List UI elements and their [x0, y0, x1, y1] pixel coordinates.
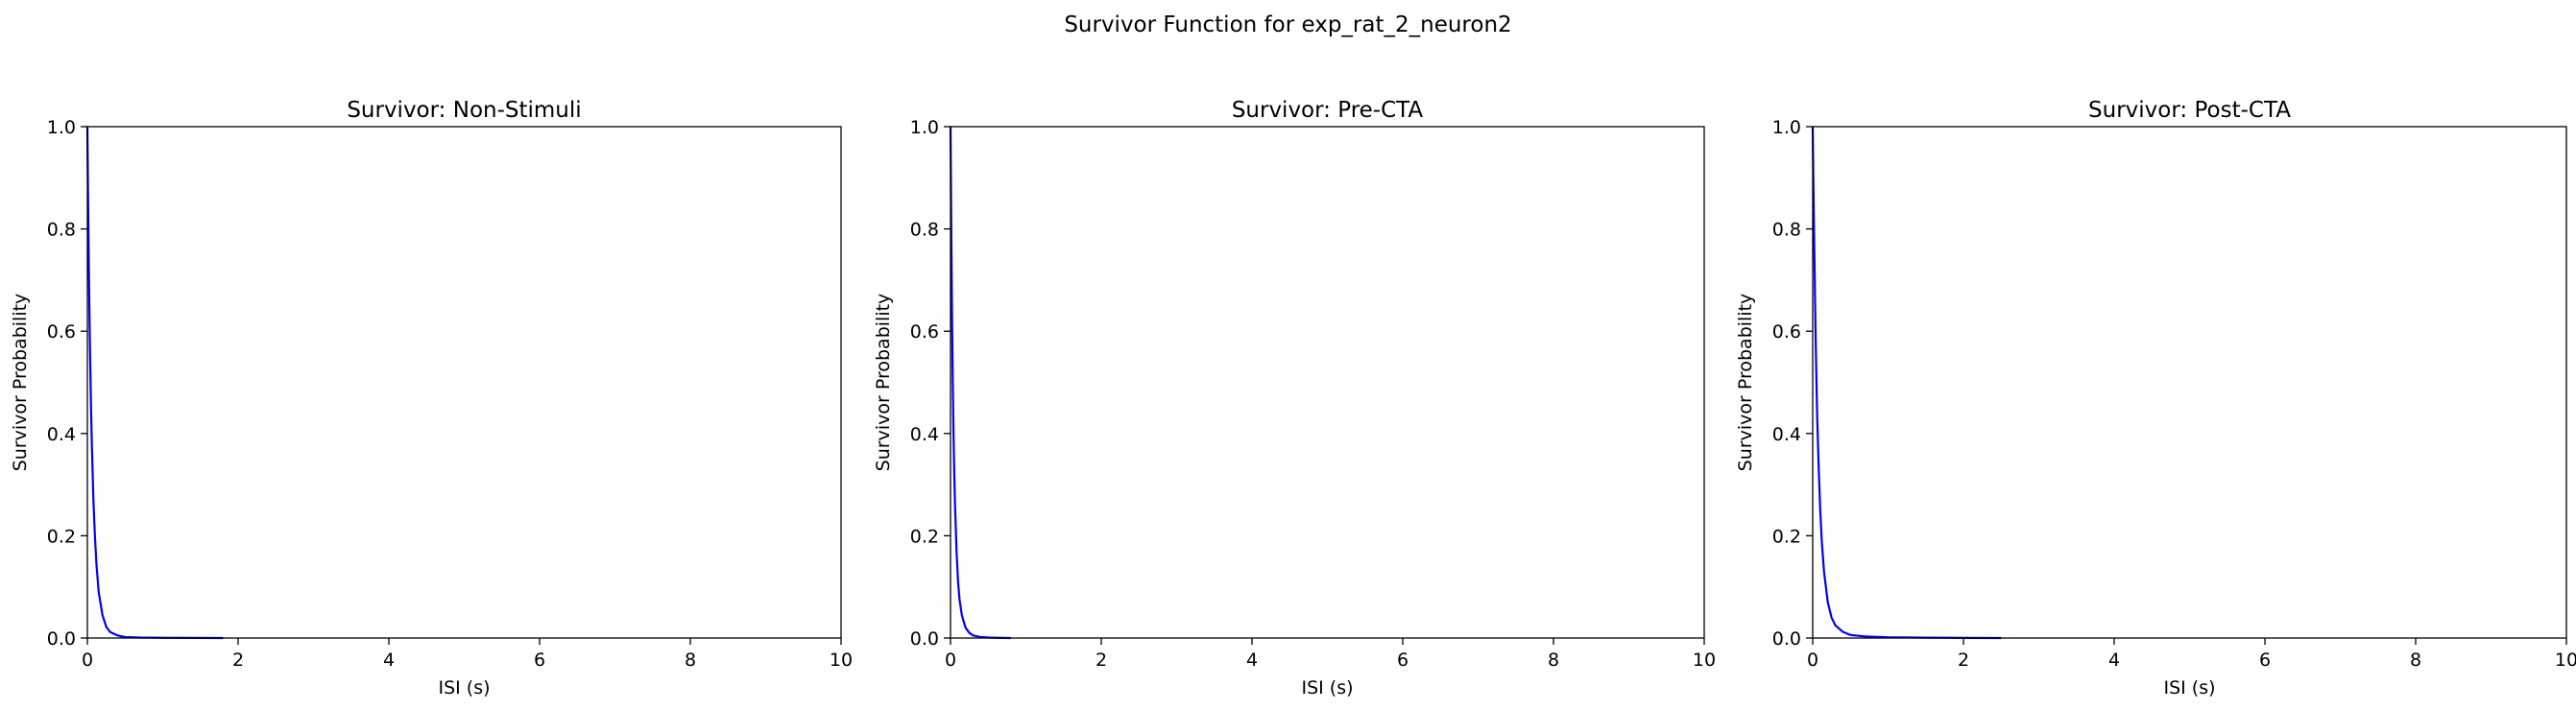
x-tick-label: 10 — [2555, 650, 2576, 671]
survivor-panel-3: 0 2 4 6 8 10 0.0 0.2 0.4 0.6 0.8 1.0 Survivor: Post-… — [1735, 98, 2576, 698]
axes-frame — [86, 126, 842, 639]
y-tick-label: 1.0 — [910, 117, 939, 138]
y-tick-label: 0.6 — [47, 321, 76, 343]
y-tick-label: 0.4 — [47, 424, 76, 445]
x-tick-label: 8 — [685, 650, 696, 671]
y-tick-label: 1.0 — [1772, 117, 1801, 138]
y-tick-label: 0.4 — [910, 424, 939, 445]
panel-title: Survivor: Non-Stimuli — [347, 98, 581, 123]
survivor-curve-line — [1811, 126, 2002, 640]
y-tick-label: 0.8 — [910, 220, 939, 241]
y-tick-label: 0.0 — [47, 628, 76, 650]
axes-frame — [1812, 126, 2567, 639]
x-axis-label: ISI (s) — [438, 677, 490, 698]
x-tick-label: 10 — [1693, 650, 1716, 671]
survivor-panel-2: 0 2 4 6 8 10 0.0 0.2 0.4 0.6 0.8 1.0 Survivor: Pre-C… — [873, 98, 1716, 698]
x-tick-label: 10 — [830, 650, 853, 671]
x-tick-label: 6 — [1397, 650, 1408, 671]
panel-title: Survivor: Post-CTA — [2088, 98, 2291, 123]
y-axis-label: Survivor Probability — [10, 294, 31, 472]
x-tick-label: 4 — [1246, 650, 1258, 671]
x-tick-label: 6 — [2259, 650, 2271, 671]
y-axis-label: Survivor Probability — [1735, 294, 1756, 472]
x-tick-label: 2 — [1958, 650, 1969, 671]
x-tick-label: 2 — [1095, 650, 1107, 671]
x-tick-label: 2 — [232, 650, 244, 671]
y-tick-label: 0.6 — [1772, 321, 1801, 343]
x-tick-label: 8 — [2410, 650, 2421, 671]
x-tick-label: 6 — [534, 650, 545, 671]
y-tick-label: 0.2 — [1772, 526, 1801, 547]
y-tick-label: 0.0 — [1772, 628, 1801, 650]
x-tick-label: 8 — [1548, 650, 1559, 671]
y-tick-label: 0.2 — [910, 526, 939, 547]
x-tick-label: 4 — [2108, 650, 2120, 671]
y-axis-label: Survivor Probability — [873, 294, 894, 472]
y-tick-label: 0.6 — [910, 321, 939, 343]
panels: 0 2 4 6 8 10 0.0 0.2 0.4 0.6 0.8 1.0 Survivor: Non-S… — [10, 98, 2576, 698]
axes-frame — [950, 126, 1705, 639]
y-tick-label: 0.8 — [1772, 220, 1801, 241]
y-tick-label: 0.4 — [1772, 424, 1801, 445]
x-tick-label: 4 — [383, 650, 395, 671]
x-tick-label: 0 — [945, 650, 956, 671]
panel-title: Survivor: Pre-CTA — [1232, 98, 1424, 123]
x-axis-label: ISI (s) — [2163, 677, 2215, 698]
survivor-panel-1: 0 2 4 6 8 10 0.0 0.2 0.4 0.6 0.8 1.0 Survivor: Non-S… — [10, 98, 853, 698]
y-tick-label: 1.0 — [47, 117, 76, 138]
survivor-curve-line — [949, 126, 1011, 640]
x-tick-label: 0 — [82, 650, 93, 671]
y-tick-label: 0.2 — [47, 526, 76, 547]
y-tick-label: 0.0 — [910, 628, 939, 650]
x-tick-label: 0 — [1807, 650, 1818, 671]
y-tick-label: 0.8 — [47, 220, 76, 241]
figure-suptitle: Survivor Function for exp_rat_2_neuron2 — [1064, 12, 1511, 37]
x-axis-label: ISI (s) — [1301, 677, 1353, 698]
